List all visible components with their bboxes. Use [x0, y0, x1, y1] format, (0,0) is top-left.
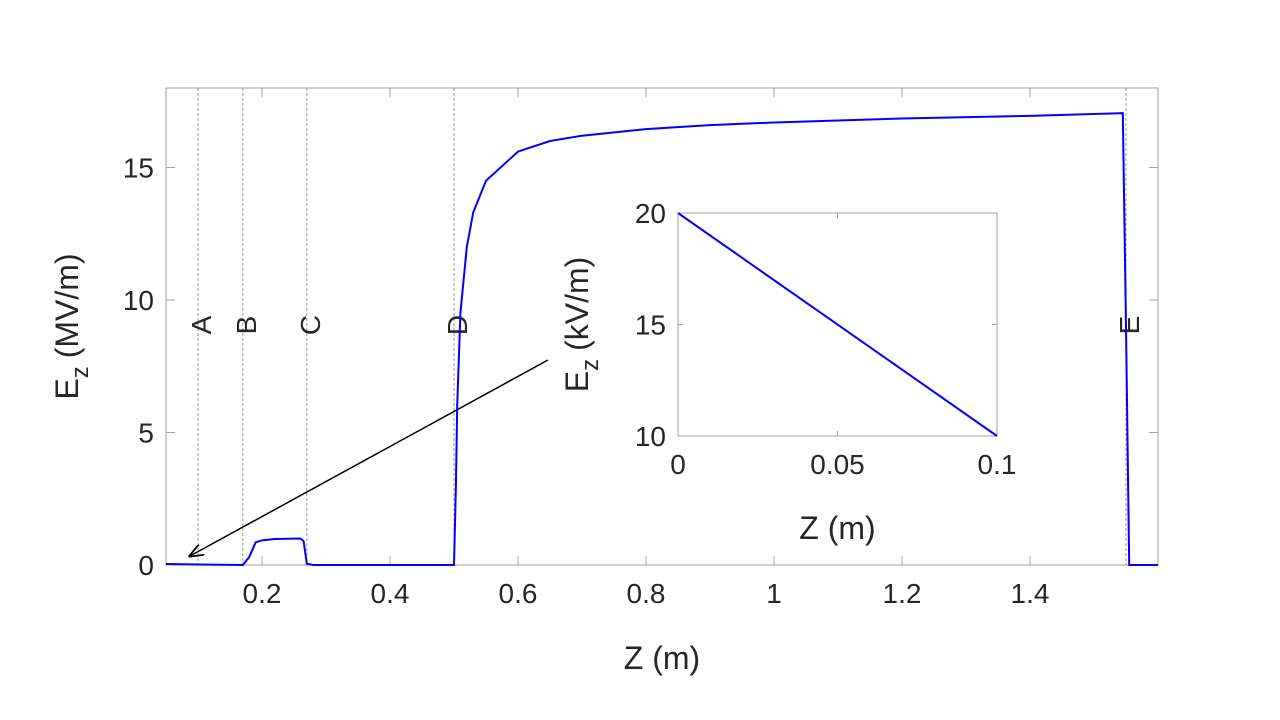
y-tick-label: 0: [138, 550, 154, 581]
data-line: [677, 212, 998, 437]
x-tick-label: 1: [766, 578, 782, 609]
y-label-symbol: E: [559, 371, 595, 392]
x-tick-label: 0.4: [371, 578, 410, 609]
x-tick-label: 0.6: [499, 578, 538, 609]
y-label-subscript: z: [67, 366, 94, 378]
y-tick-label: 15: [635, 310, 666, 341]
y-label-unit: (MV/m): [49, 253, 85, 358]
x-tick-label: 0: [670, 449, 686, 480]
y-label-unit: (kV/m): [559, 257, 595, 351]
marker-label: C: [295, 315, 326, 335]
y-label-subscript: z: [577, 359, 604, 371]
y-label-symbol: E: [49, 378, 85, 399]
x-axis-label: Z (m): [624, 640, 700, 676]
marker-label: E: [1114, 316, 1145, 335]
x-tick-label: 1.2: [883, 578, 922, 609]
arrow: [190, 359, 549, 556]
x-tick-label: 0.2: [243, 578, 282, 609]
x-tick-label: 1.4: [1011, 578, 1050, 609]
y-axis-label: Ez (MV/m): [49, 253, 94, 399]
y-tick-label: 20: [635, 198, 666, 229]
x-tick-label: 0.1: [978, 449, 1017, 480]
marker-label: D: [442, 315, 473, 335]
x-axis-label: Z (m): [799, 510, 875, 546]
y-tick-label: 5: [138, 418, 154, 449]
y-tick-label: 10: [635, 421, 666, 452]
x-tick-label: 0.8: [627, 578, 666, 609]
data-line: [165, 112, 1158, 567]
y-axis-label: Ez (kV/m): [559, 257, 604, 393]
y-tick-label: 10: [123, 285, 154, 316]
marker-label: A: [186, 315, 217, 334]
marker-label: B: [231, 316, 262, 335]
x-tick-label: 0.05: [810, 449, 865, 480]
y-tick-label: 15: [123, 153, 154, 184]
